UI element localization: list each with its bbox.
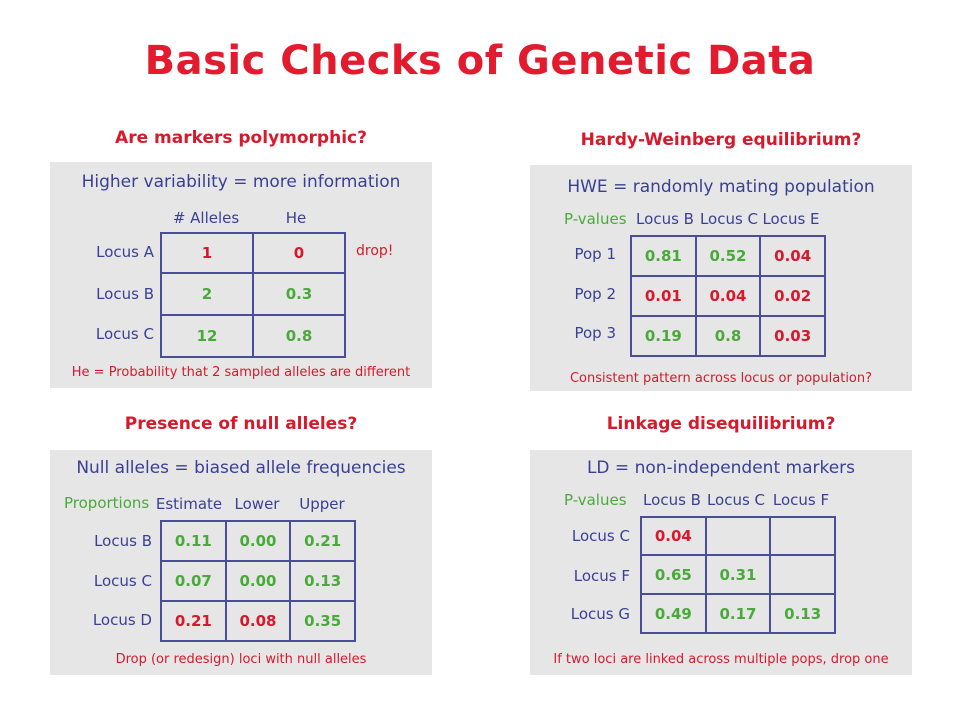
- hwe-cell: 0.8: [694, 315, 762, 357]
- poly-table: 1 0 2 0.3 12 0.8: [160, 232, 346, 358]
- ld-cell: 0.49: [640, 593, 707, 634]
- page-title: Basic Checks of Genetic Data: [144, 38, 816, 84]
- hwe-heading: Hardy-Weinberg equilibrium?: [580, 130, 862, 150]
- null-col-header: Estimate: [155, 495, 223, 513]
- null-heading: Presence of null alleles?: [124, 414, 358, 434]
- hwe-subtitle: HWE = randomly mating population: [567, 177, 875, 197]
- hwe-row-header: Pop 2: [574, 285, 616, 303]
- hwe-cell: 0.03: [759, 315, 826, 357]
- ld-row-header: Locus G: [570, 605, 630, 623]
- null-corner-label: Proportions: [64, 494, 150, 512]
- ld-heading: Linkage disequilibrium?: [606, 414, 836, 434]
- poly-subtitle: Higher variability = more information: [81, 172, 401, 192]
- null-cell: 0.35: [289, 600, 356, 642]
- null-cell: 0.21: [160, 600, 227, 642]
- ld-cell: 0.04: [640, 516, 707, 556]
- poly-heading: Are markers polymorphic?: [115, 128, 367, 148]
- poly-cell: 0.3: [252, 272, 346, 316]
- hwe-row-header: Pop 1: [574, 245, 616, 263]
- null-cell: 0.11: [160, 520, 227, 562]
- null-row-header: Locus D: [92, 611, 152, 629]
- ld-table: 0.04 0.65 0.31 0.49 0.17 0.13: [640, 516, 836, 634]
- null-cell: 0.13: [289, 560, 356, 602]
- poly-cell: 0: [252, 232, 346, 274]
- hwe-corner-label: P-values: [564, 210, 627, 228]
- hwe-cell: 0.52: [694, 235, 762, 277]
- poly-panel: Higher variability = more information # …: [50, 162, 432, 388]
- ld-footnote: If two loci are linked across multiple p…: [553, 652, 889, 667]
- poly-row-header: Locus C: [95, 325, 154, 343]
- null-subtitle: Null alleles = biased allele frequencies: [76, 458, 406, 478]
- ld-cell: 0.31: [704, 554, 772, 595]
- null-cell: 0.00: [224, 520, 292, 562]
- null-col-header: Upper: [299, 495, 345, 513]
- poly-footnote: He = Probability that 2 sampled alleles …: [71, 365, 411, 380]
- ld-cell: [769, 554, 836, 595]
- poly-row-header: Locus A: [96, 243, 154, 261]
- poly-col-header: He: [285, 209, 307, 227]
- null-footnote: Drop (or redesign) loci with null allele…: [115, 652, 367, 667]
- null-cell: 0.08: [224, 600, 292, 642]
- ld-col-header: Locus B: [643, 491, 701, 509]
- null-row-header: Locus C: [93, 572, 152, 590]
- ld-row-header: Locus F: [573, 567, 630, 585]
- hwe-cell: 0.19: [630, 315, 697, 357]
- null-cell: 0.07: [160, 560, 227, 602]
- hwe-cell: 0.01: [630, 275, 697, 317]
- hwe-footnote: Consistent pattern across locus or popul…: [569, 371, 873, 386]
- poly-cell: 2: [160, 272, 254, 316]
- hwe-table: 0.81 0.52 0.04 0.01 0.04 0.02 0.19 0.8 0…: [630, 235, 826, 357]
- null-table: 0.11 0.00 0.21 0.07 0.00 0.13 0.21 0.08 …: [160, 520, 356, 642]
- ld-cell: [704, 516, 772, 556]
- hwe-panel: HWE = randomly mating population P-value…: [530, 165, 912, 391]
- null-col-header: Lower: [234, 495, 280, 513]
- poly-col-header: # Alleles: [172, 209, 240, 227]
- hwe-col-header: Locus C: [699, 210, 759, 228]
- hwe-col-header: Locus B: [636, 210, 694, 228]
- poly-drop-note: drop!: [356, 243, 394, 259]
- ld-corner-label: P-values: [564, 491, 627, 509]
- null-cell: 0.21: [289, 520, 356, 562]
- null-row-header: Locus B: [94, 532, 152, 550]
- poly-cell: 1: [160, 232, 254, 274]
- poly-cell: 0.8: [252, 314, 346, 358]
- ld-cell: 0.17: [704, 593, 772, 634]
- hwe-cell: 0.81: [630, 235, 697, 277]
- ld-col-header: Locus F: [772, 491, 830, 509]
- poly-cell: 12: [160, 314, 254, 358]
- ld-subtitle: LD = non-independent markers: [586, 458, 856, 478]
- null-cell: 0.00: [224, 560, 292, 602]
- ld-cell: 0.13: [769, 593, 836, 634]
- hwe-cell: 0.04: [759, 235, 826, 277]
- ld-col-header: Locus C: [706, 491, 766, 509]
- poly-row-header: Locus B: [96, 285, 154, 303]
- ld-cell: 0.65: [640, 554, 707, 595]
- ld-cell: [769, 516, 836, 556]
- hwe-col-header: Locus E: [762, 210, 820, 228]
- null-panel: Null alleles = biased allele frequencies…: [50, 450, 432, 675]
- ld-row-header: Locus C: [571, 527, 630, 545]
- ld-panel: LD = non-independent markers P-values Lo…: [530, 450, 912, 675]
- hwe-cell: 0.04: [694, 275, 762, 317]
- hwe-row-header: Pop 3: [574, 324, 616, 342]
- hwe-cell: 0.02: [759, 275, 826, 317]
